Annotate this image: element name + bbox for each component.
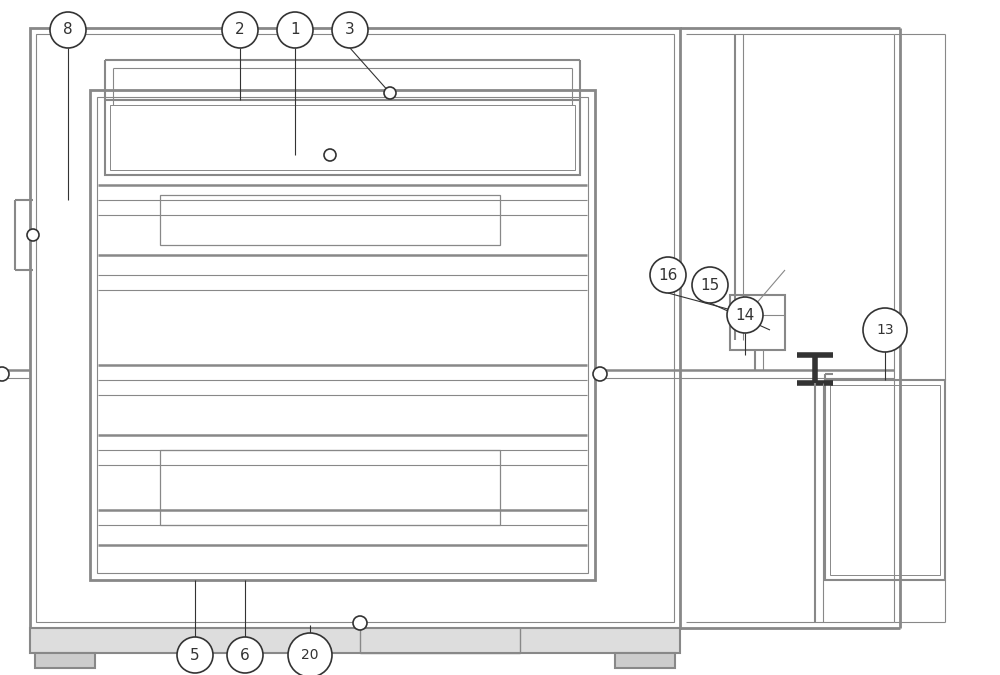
Circle shape — [177, 637, 213, 673]
Circle shape — [650, 257, 686, 293]
Bar — [615, 653, 675, 668]
Text: 15: 15 — [700, 277, 720, 292]
Circle shape — [277, 12, 313, 48]
Circle shape — [27, 229, 39, 241]
Text: 14: 14 — [735, 308, 755, 323]
Circle shape — [593, 367, 607, 381]
Bar — [730, 295, 785, 350]
Circle shape — [324, 149, 336, 161]
Bar — [36, 34, 674, 622]
Circle shape — [353, 616, 367, 630]
Bar — [105, 100, 580, 175]
Text: 13: 13 — [876, 323, 894, 337]
Text: 16: 16 — [658, 267, 678, 283]
Text: 3: 3 — [345, 22, 355, 38]
Circle shape — [227, 637, 263, 673]
Bar — [110, 105, 575, 170]
Bar — [825, 380, 945, 580]
Text: 8: 8 — [63, 22, 73, 38]
Bar — [35, 653, 95, 668]
Circle shape — [288, 633, 332, 675]
Bar — [160, 195, 500, 245]
Bar — [830, 385, 940, 575]
Circle shape — [50, 12, 86, 48]
Bar — [30, 28, 680, 628]
Text: 5: 5 — [190, 647, 200, 662]
Bar — [160, 450, 500, 525]
Text: 20: 20 — [301, 648, 319, 662]
Circle shape — [863, 308, 907, 352]
Circle shape — [384, 87, 396, 99]
Bar — [97, 97, 588, 573]
Text: 1: 1 — [290, 22, 300, 38]
Circle shape — [727, 297, 763, 333]
Circle shape — [222, 12, 258, 48]
Bar — [90, 90, 595, 580]
Circle shape — [332, 12, 368, 48]
Circle shape — [692, 267, 728, 303]
Text: 2: 2 — [235, 22, 245, 38]
Bar — [30, 628, 680, 653]
Circle shape — [0, 367, 9, 381]
Text: 6: 6 — [240, 647, 250, 662]
